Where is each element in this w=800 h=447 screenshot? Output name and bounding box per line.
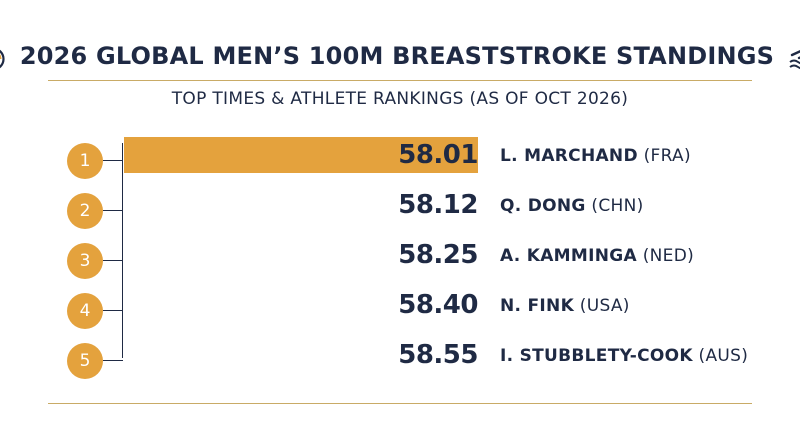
rank-connector-tick bbox=[103, 310, 123, 311]
standings-row: 3 58.25 A. KAMMINGA (NED) bbox=[0, 236, 800, 286]
rank-badge: 3 bbox=[67, 243, 103, 279]
rank-badge: 5 bbox=[67, 343, 103, 379]
chart-title: 2026 GLOBAL MEN’S 100M BREASTSTROKE STAN… bbox=[19, 42, 775, 70]
athlete-name: I. STUBBLETY-COOK bbox=[500, 346, 693, 366]
standings-row: 5 58.55 I. STUBBLETY-COOK (AUS) bbox=[0, 336, 800, 386]
rank-connector-line bbox=[122, 143, 123, 358]
athlete-label: Q. DONG (CHN) bbox=[500, 196, 644, 216]
athlete-country: (CHN) bbox=[591, 196, 644, 216]
rank-connector-tick bbox=[103, 160, 123, 161]
stopwatch-icon bbox=[0, 41, 6, 71]
athlete-label: N. FINK (USA) bbox=[500, 296, 630, 316]
rank-badge: 1 bbox=[67, 143, 103, 179]
header: 2026 GLOBAL MEN’S 100M BREASTSTROKE STAN… bbox=[0, 36, 800, 76]
athlete-name: N. FINK bbox=[500, 296, 575, 316]
rank-connector-tick bbox=[103, 260, 123, 261]
leader-highlight-bar bbox=[124, 137, 478, 173]
athlete-label: L. MARCHAND (FRA) bbox=[500, 146, 691, 166]
rank-badge: 4 bbox=[67, 293, 103, 329]
time-value-label: 58.40 bbox=[398, 290, 478, 320]
rank-connector-tick bbox=[103, 210, 123, 211]
time-value-label: 58.12 bbox=[398, 190, 478, 220]
rank-badge: 2 bbox=[67, 193, 103, 229]
athlete-name: A. KAMMINGA bbox=[500, 246, 637, 266]
athlete-country: (FRA) bbox=[643, 146, 691, 166]
footer-divider bbox=[48, 403, 752, 404]
athlete-name: Q. DONG bbox=[500, 196, 586, 216]
athlete-label: A. KAMMINGA (NED) bbox=[500, 246, 694, 266]
athlete-label: I. STUBBLETY-COOK (AUS) bbox=[500, 346, 748, 366]
rank-connector-tick bbox=[103, 360, 123, 361]
time-value-label: 58.55 bbox=[398, 340, 478, 370]
standings-row: 2 58.12 Q. DONG (CHN) bbox=[0, 186, 800, 236]
title-divider bbox=[48, 80, 752, 81]
standings-row: 1 58.01 L. MARCHAND (FRA) bbox=[0, 136, 800, 186]
time-value-label: 58.25 bbox=[398, 240, 478, 270]
chart-subtitle: TOP TIMES & ATHLETE RANKINGS (AS OF OCT … bbox=[171, 89, 629, 109]
athlete-name: L. MARCHAND bbox=[500, 146, 638, 166]
time-value-label: 58.01 bbox=[398, 140, 478, 170]
standings-row: 4 58.40 N. FINK (USA) bbox=[0, 286, 800, 336]
athlete-country: (NED) bbox=[642, 246, 695, 266]
athlete-country: (AUS) bbox=[698, 346, 749, 366]
athlete-country: (USA) bbox=[579, 296, 630, 316]
swimmer-icon bbox=[788, 41, 800, 71]
